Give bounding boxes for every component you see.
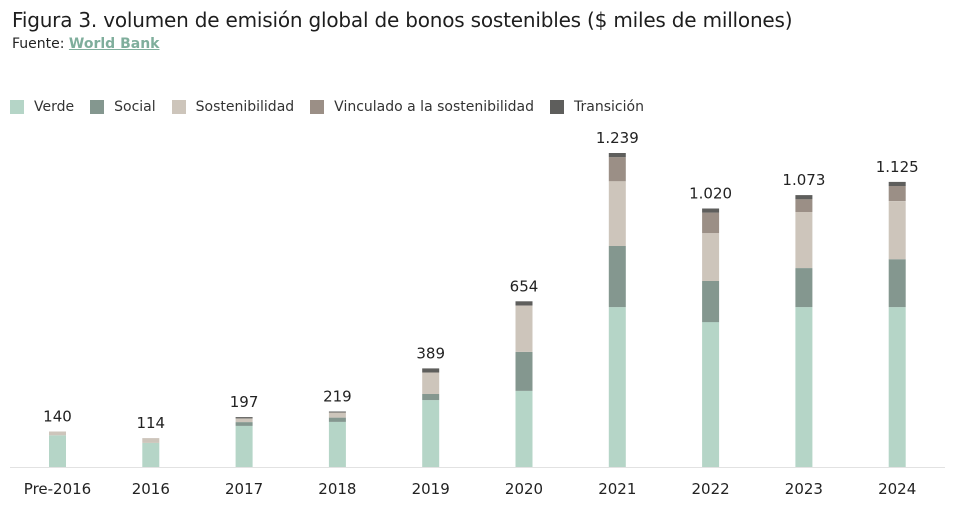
x-tick-label: 2024: [878, 480, 916, 498]
bar-segment-sostenibilidad: [608, 181, 626, 246]
legend: Verde Social Sostenibilidad Vinculado a la …: [10, 99, 660, 115]
bar-segment-verde: [328, 421, 346, 467]
legend-item: Transición: [550, 99, 644, 115]
legend-item: Sostenibilidad: [171, 99, 295, 115]
bar-stack: [328, 411, 346, 467]
x-tick-label: 2018: [318, 480, 356, 498]
bar-segment-transición: [422, 368, 440, 373]
bar-segment-transición: [795, 195, 813, 200]
total-value-label: 654: [510, 277, 539, 295]
bar-segment-transición: [515, 301, 533, 306]
bar-segment-vinculado-a-la-sostenibilidad: [702, 212, 720, 234]
x-tick-label: 2023: [785, 480, 823, 498]
bar-segment-social: [235, 422, 253, 426]
source-line: Fuente: World Bank: [12, 36, 159, 52]
x-tick-label: 2019: [412, 480, 450, 498]
bar-segment-verde: [235, 425, 253, 467]
bar-stack: [235, 417, 253, 467]
x-tick-label: 2016: [132, 480, 170, 498]
bar-segment-social: [702, 281, 720, 323]
bar-segment-sostenibilidad: [49, 431, 66, 436]
bar-stack: [888, 181, 906, 467]
legend-label: Transición: [574, 99, 644, 115]
bar-segment-sostenibilidad: [888, 201, 906, 260]
bar-segment-sostenibilidad: [702, 233, 720, 281]
legend-label: Sostenibilidad: [195, 99, 295, 115]
legend-item: Verde: [10, 99, 74, 115]
bar-segment-sostenibilidad: [795, 212, 813, 268]
source-link[interactable]: World Bank: [68, 36, 160, 52]
bar-segment-sostenibilidad: [328, 412, 346, 418]
bar-segment-verde: [702, 322, 720, 467]
bar-stack: [515, 301, 533, 467]
total-value-label: 140: [43, 408, 72, 426]
bar-segment-verde: [795, 307, 813, 467]
bar-segment-social: [328, 417, 346, 422]
bar-segment-social: [795, 268, 813, 308]
bar-segment-sostenibilidad: [235, 418, 253, 423]
legend-label: Social: [114, 99, 156, 115]
x-tick-label: Pre-2016: [24, 480, 91, 498]
legend-item: Social: [90, 99, 156, 115]
bar-stack: [49, 431, 66, 467]
bar-segment-transición: [235, 417, 253, 419]
bar-segment-verde: [142, 442, 160, 467]
bar-segment-social: [888, 259, 906, 308]
total-value-label: 197: [230, 393, 259, 411]
x-tick-label: 2017: [225, 480, 263, 498]
bar-segment-verde: [49, 435, 66, 467]
source-prefix: Fuente:: [12, 36, 69, 52]
bar-segment-verde: [608, 307, 626, 467]
bar-segment-vinculado-a-la-sostenibilidad: [608, 157, 626, 182]
legend-swatch: [10, 100, 24, 114]
bar-segment-sostenibilidad: [142, 438, 160, 443]
bar-stack: [702, 208, 720, 467]
legend-swatch: [310, 100, 325, 114]
total-value-label: 1.239: [596, 129, 639, 147]
bar-segment-verde: [888, 307, 906, 467]
bar-segment-sostenibilidad: [515, 305, 533, 352]
legend-swatch: [171, 100, 186, 114]
bar-segment-social: [422, 394, 440, 401]
total-value-label: 219: [323, 388, 352, 406]
bar-segment-transición: [328, 411, 346, 413]
legend-label: Vinculado a la sostenibilidad: [334, 99, 535, 115]
total-value-label: 389: [416, 344, 445, 362]
bar-segment-vinculado-a-la-sostenibilidad: [795, 199, 813, 212]
bar-segment-social: [608, 246, 626, 308]
chart-title: Figura 3. volumen de emisión global de b…: [12, 8, 793, 32]
bar-stack: [422, 368, 440, 467]
legend-swatch: [550, 100, 565, 114]
total-value-label: 1.073: [782, 171, 825, 189]
bar-segment-transición: [608, 153, 626, 158]
bar-segment-transición: [888, 181, 906, 186]
bar-stack: [142, 438, 160, 467]
bar-segment-vinculado-a-la-sostenibilidad: [888, 185, 906, 202]
x-tick-label: 2020: [505, 480, 543, 498]
bar-segment-transición: [702, 208, 720, 213]
legend-item: Vinculado a la sostenibilidad: [310, 99, 534, 115]
bar-segment-verde: [515, 391, 533, 467]
bar-segment-social: [515, 351, 533, 391]
total-value-label: 114: [136, 414, 165, 432]
legend-swatch: [90, 100, 105, 114]
bar-stack: [795, 195, 813, 467]
bar-segment-sostenibilidad: [422, 372, 440, 394]
bar-segment-vinculado-a-la-sostenibilidad: [515, 305, 533, 306]
x-tick-label: 2021: [598, 480, 636, 498]
legend-label: Verde: [34, 99, 75, 115]
total-value-label: 1.020: [689, 185, 732, 203]
bar-segment-verde: [422, 400, 440, 467]
total-value-label: 1.125: [876, 158, 919, 176]
bar-stack: [608, 153, 626, 467]
x-tick-label: 2022: [692, 480, 730, 498]
